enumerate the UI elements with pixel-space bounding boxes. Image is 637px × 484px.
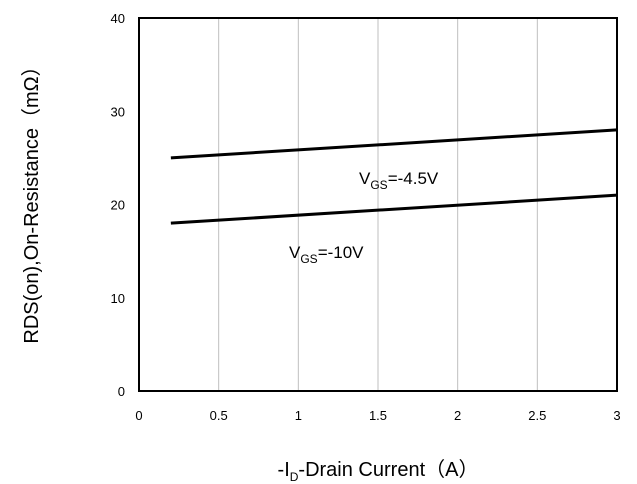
plot-frame <box>138 17 618 392</box>
x-tick-label: 1.5 <box>369 408 387 423</box>
series-label-vgs-4.5v: VGS=-4.5V <box>359 169 439 192</box>
x-tick-label: 0 <box>135 408 142 423</box>
grid <box>218 18 538 391</box>
y-tick-label: 0 <box>118 384 125 399</box>
x-tick-label: 2 <box>454 408 461 423</box>
x-tick-label: 1 <box>295 408 302 423</box>
y-tick-label: 40 <box>111 11 125 26</box>
series-line-1 <box>170 193 618 225</box>
series-label-vgs-10v: VGS=-10V <box>289 243 364 266</box>
x-axis-title: -ID-Drain Current（A） <box>278 458 479 484</box>
y-tick-labels: 0 10 20 30 40 <box>111 11 125 399</box>
y-tick-label: 20 <box>111 198 125 213</box>
y-tick-label: 30 <box>111 104 125 119</box>
series-line-0 <box>170 128 618 160</box>
x-tick-label: 3 <box>613 408 620 423</box>
series-group <box>170 128 618 225</box>
y-axis-title: RDS(on),On-Resistance（mΩ） <box>20 56 43 343</box>
x-tick-labels: 0 0.5 1 1.5 2 2.5 3 <box>135 408 620 423</box>
y-tick-label: 10 <box>111 291 125 306</box>
x-tick-label: 2.5 <box>528 408 546 423</box>
x-tick-label: 0.5 <box>210 408 228 423</box>
